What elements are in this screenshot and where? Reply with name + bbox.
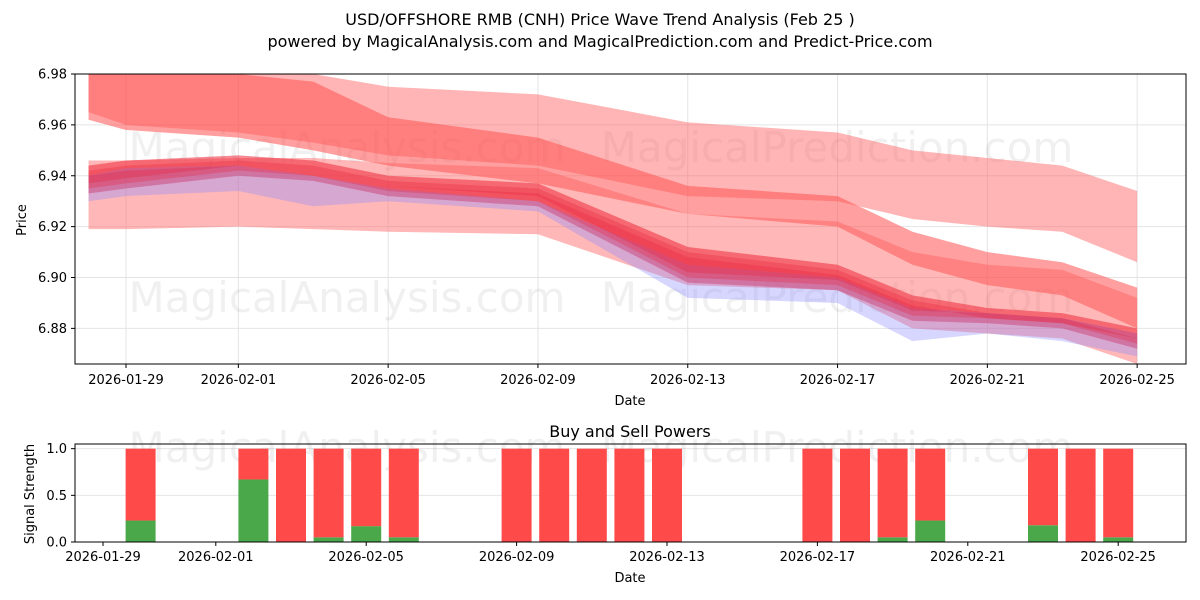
bar-xtick-label: 2026-02-01 bbox=[178, 550, 254, 565]
buy-bar bbox=[1028, 525, 1058, 542]
wave-band bbox=[88, 165, 1138, 357]
sell-bar bbox=[840, 448, 870, 542]
bar-xtick-label: 2026-02-05 bbox=[328, 550, 404, 565]
buy-bar bbox=[877, 537, 908, 542]
price-xtick-label: 2026-02-01 bbox=[201, 373, 277, 388]
price-axes-frame bbox=[74, 73, 1187, 365]
svg-text:MagicalAnalysis.com: MagicalAnalysis.com bbox=[129, 273, 566, 322]
bar-axis-ticks: 0.0 0.5 1.0 2026-01-29 2026-02-01 2026-02-05 2… bbox=[46, 442, 1156, 565]
sell-bar bbox=[877, 448, 908, 538]
sell-bar bbox=[1028, 448, 1058, 526]
bar-ytick-label: 0.0 bbox=[46, 536, 67, 551]
sell-bar bbox=[539, 448, 570, 542]
chart-subtitle: powered by MagicalAnalysis.com and Magic… bbox=[267, 32, 933, 51]
sell-bar bbox=[351, 448, 382, 527]
bar-xlabel: Date bbox=[614, 571, 645, 586]
wave-band bbox=[88, 155, 1138, 349]
sell-bar bbox=[576, 448, 607, 542]
sell-bar bbox=[238, 448, 269, 480]
price-ytick-label: 6.92 bbox=[38, 220, 67, 235]
price-xlabel: Date bbox=[614, 394, 645, 409]
wave-band bbox=[88, 157, 1138, 364]
bar-xtick-label: 2026-01-29 bbox=[65, 550, 141, 565]
sell-bar bbox=[276, 448, 306, 542]
buy-sell-bars bbox=[125, 448, 1134, 542]
bar-xtick-label: 2026-02-17 bbox=[780, 550, 856, 565]
sell-bar bbox=[652, 448, 682, 542]
sell-bar bbox=[388, 448, 419, 538]
sell-bar bbox=[1103, 448, 1134, 538]
price-xtick-label: 2026-02-05 bbox=[350, 373, 426, 388]
svg-text:MagicalPrediction.com: MagicalPrediction.com bbox=[601, 123, 1074, 172]
bar-xtick-label: 2026-02-13 bbox=[629, 550, 705, 565]
sell-bar bbox=[915, 448, 946, 521]
sell-bar bbox=[313, 448, 344, 538]
sell-bar bbox=[614, 448, 645, 542]
buy-bar bbox=[351, 526, 382, 542]
price-xtick-label: 2026-02-13 bbox=[650, 373, 726, 388]
bar-ytick-label: 1.0 bbox=[46, 442, 67, 457]
sell-bar bbox=[1065, 448, 1096, 542]
price-ytick-label: 6.96 bbox=[38, 118, 67, 133]
bar-xtick-label: 2026-02-09 bbox=[479, 550, 555, 565]
svg-text:MagicalAnalysis.com: MagicalAnalysis.com bbox=[129, 423, 566, 472]
buy-bar bbox=[313, 537, 344, 542]
bar-ytick-label: 0.5 bbox=[46, 489, 67, 504]
price-xtick-label: 2026-02-25 bbox=[1099, 373, 1175, 388]
chart-title: USD/OFFSHORE RMB (CNH) Price Wave Trend … bbox=[345, 10, 855, 29]
bar-xtick-label: 2026-02-21 bbox=[930, 550, 1006, 565]
buy-bar bbox=[915, 520, 946, 542]
bar-axes-frame bbox=[74, 443, 1187, 543]
price-ytick-label: 6.94 bbox=[38, 169, 67, 184]
wave-band bbox=[88, 74, 1138, 329]
price-bands bbox=[88, 74, 1138, 364]
buy-bar bbox=[238, 479, 269, 542]
bar-chart-title: Buy and Sell Powers bbox=[549, 422, 711, 441]
price-xtick-label: 2026-02-17 bbox=[800, 373, 876, 388]
price-xtick-label: 2026-02-09 bbox=[500, 373, 576, 388]
bar-ylabel: Signal Strength bbox=[23, 444, 38, 544]
buy-bar bbox=[388, 537, 419, 542]
price-axis-ticks: 6.88 6.90 6.92 6.94 6.96 6.98 2026-01-29 2026-0… bbox=[38, 68, 1175, 389]
price-xtick-label: 2026-02-21 bbox=[950, 373, 1026, 388]
sell-bar bbox=[802, 448, 833, 542]
buy-bar bbox=[1103, 537, 1134, 542]
bar-xtick-label: 2026-02-25 bbox=[1080, 550, 1156, 565]
price-ylabel: Price bbox=[15, 204, 30, 236]
sell-bar bbox=[125, 448, 156, 521]
buy-bar bbox=[125, 520, 156, 542]
price-ytick-label: 6.90 bbox=[38, 271, 67, 286]
price-ytick-label: 6.98 bbox=[38, 68, 67, 83]
price-xtick-label: 2026-01-29 bbox=[88, 373, 164, 388]
price-ytick-label: 6.88 bbox=[38, 322, 67, 337]
sell-bar bbox=[501, 448, 532, 542]
